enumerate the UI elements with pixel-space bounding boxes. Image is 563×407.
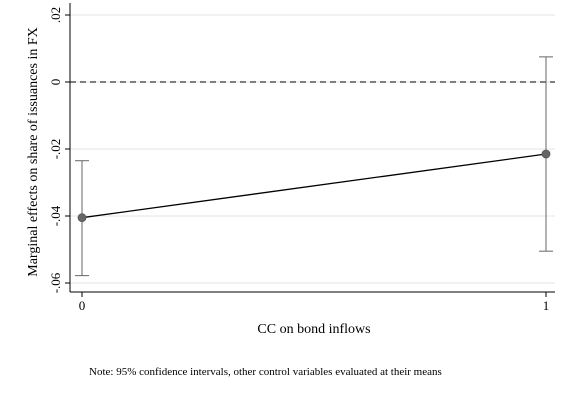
series <box>75 56 553 277</box>
labels: CC on bond inflows Marginal effects on s… <box>26 27 442 378</box>
y-tick-label-0: .02 <box>48 7 63 23</box>
x-tick-label-1: 1 <box>543 298 550 313</box>
x-tick-label-0: 0 <box>79 298 86 313</box>
y-tick-label-4: -.06 <box>48 272 63 293</box>
y-tick-label-1: 0 <box>48 79 63 86</box>
data-point-0-0 <box>77 213 87 223</box>
data-point-0-1 <box>541 149 551 159</box>
y-axis-title: Marginal effects on share of issuances i… <box>26 27 41 276</box>
gridlines <box>70 14 555 284</box>
y-tick-label-3: -.04 <box>48 205 63 226</box>
x-axis-title: CC on bond inflows <box>257 322 370 337</box>
axes: .02 0 -.02 -.04 -.06 0 1 <box>48 3 555 313</box>
series-line-0 <box>81 153 547 219</box>
y-tick-label-2: -.02 <box>48 139 63 160</box>
chart-note: Note: 95% confidence intervals, other co… <box>89 366 442 378</box>
